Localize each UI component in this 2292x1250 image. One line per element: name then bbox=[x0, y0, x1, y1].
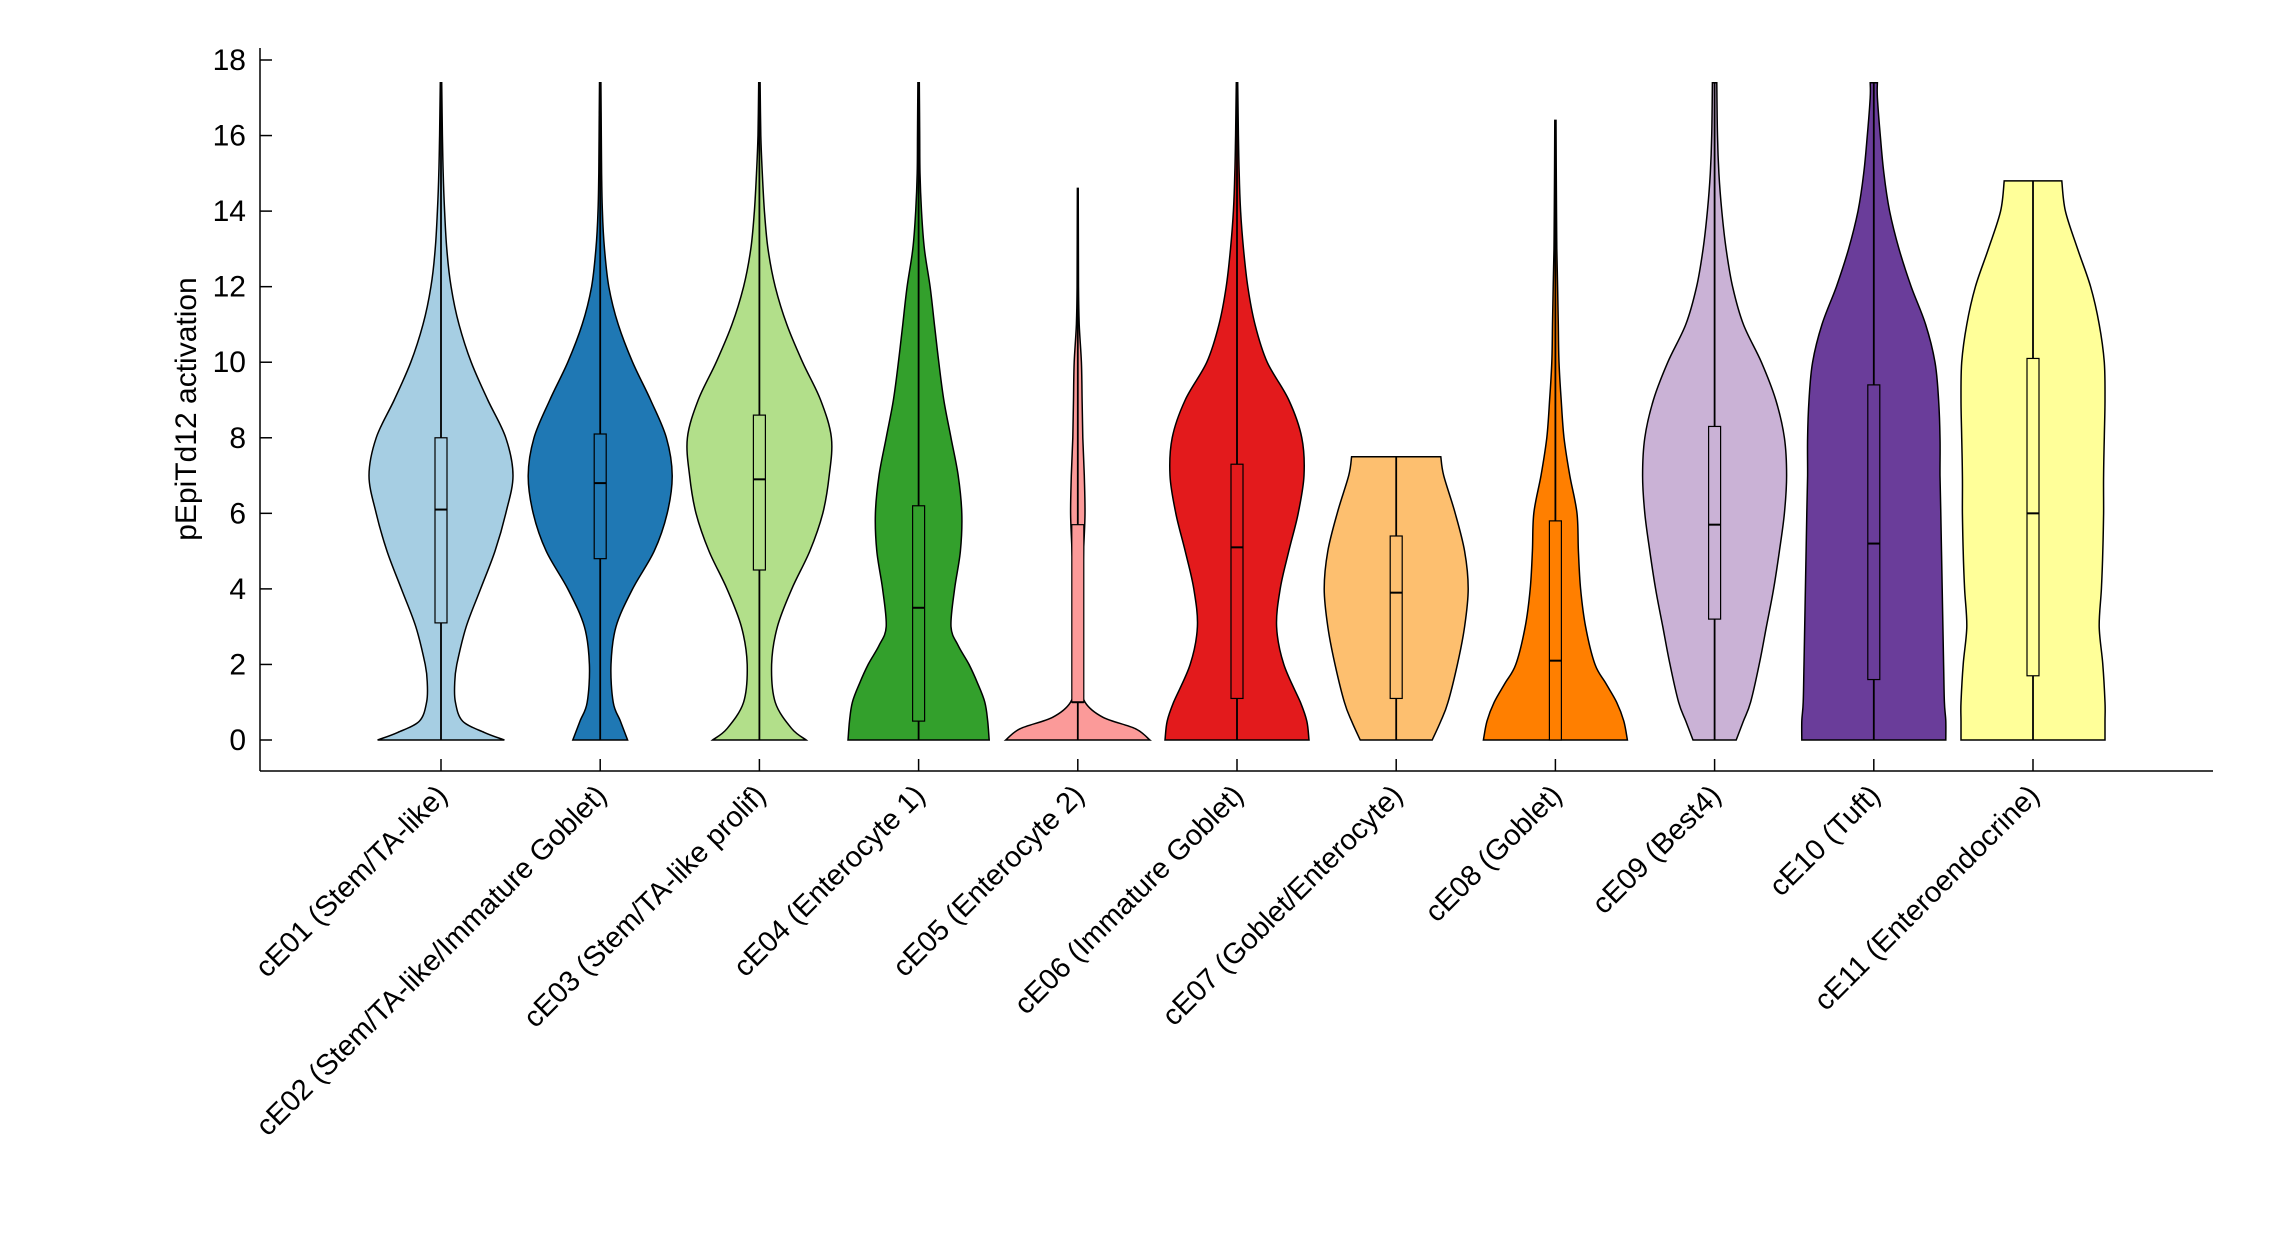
y-tick-label: 18 bbox=[213, 44, 246, 77]
violin-box bbox=[1867, 384, 1881, 681]
y-tick-label: 16 bbox=[213, 120, 246, 153]
violin-box bbox=[593, 433, 607, 560]
y-tick-label: 4 bbox=[229, 573, 246, 606]
violin-box bbox=[1071, 524, 1085, 703]
violin-group bbox=[1003, 187, 1152, 741]
y-tick-label: 2 bbox=[229, 648, 246, 681]
y-tick-label: 6 bbox=[229, 497, 246, 530]
y-axis-title: pEpiTd12 activation bbox=[170, 277, 203, 541]
violin-group bbox=[1960, 180, 2106, 741]
x-category-label: cE02 (Stem/TA-like/Immature Goblet) bbox=[250, 779, 613, 1142]
violin-group bbox=[847, 81, 991, 741]
x-category-label: cE08 (Goblet) bbox=[1419, 779, 1568, 928]
y-tick-label: 12 bbox=[213, 271, 246, 304]
y-tick-label: 10 bbox=[213, 346, 246, 379]
violin-group bbox=[1482, 119, 1629, 741]
y-tick-label: 14 bbox=[213, 195, 246, 228]
violin-group bbox=[527, 81, 673, 741]
x-category-label: cE10 (Tuft) bbox=[1763, 779, 1886, 902]
violin-group bbox=[1641, 81, 1788, 741]
violin-box bbox=[2026, 357, 2040, 677]
y-tick-label: 0 bbox=[229, 724, 246, 757]
violin-group bbox=[368, 81, 514, 741]
violin-box bbox=[1548, 520, 1563, 741]
x-category-label: cE09 (Best4) bbox=[1586, 779, 1727, 920]
y-tick-label: 8 bbox=[229, 422, 246, 455]
violin-layer bbox=[368, 81, 2106, 741]
violin-group bbox=[1800, 81, 1947, 741]
violin-box bbox=[1230, 463, 1244, 700]
violin-group bbox=[1164, 81, 1310, 741]
violin-box bbox=[1389, 535, 1403, 700]
violin-box bbox=[434, 437, 448, 624]
violin-box bbox=[752, 414, 767, 571]
violin-box bbox=[911, 505, 926, 722]
violin-group bbox=[686, 81, 833, 741]
violin-box bbox=[1707, 425, 1722, 620]
y-tick-layer: 0 2 4 6 8 10 12 14 16 18 bbox=[213, 44, 272, 757]
x-label-layer: cE01 (Stem/TA-like)cE02 (Stem/TA-like/Im… bbox=[249, 759, 2046, 1142]
violin-group bbox=[1323, 455, 1469, 741]
